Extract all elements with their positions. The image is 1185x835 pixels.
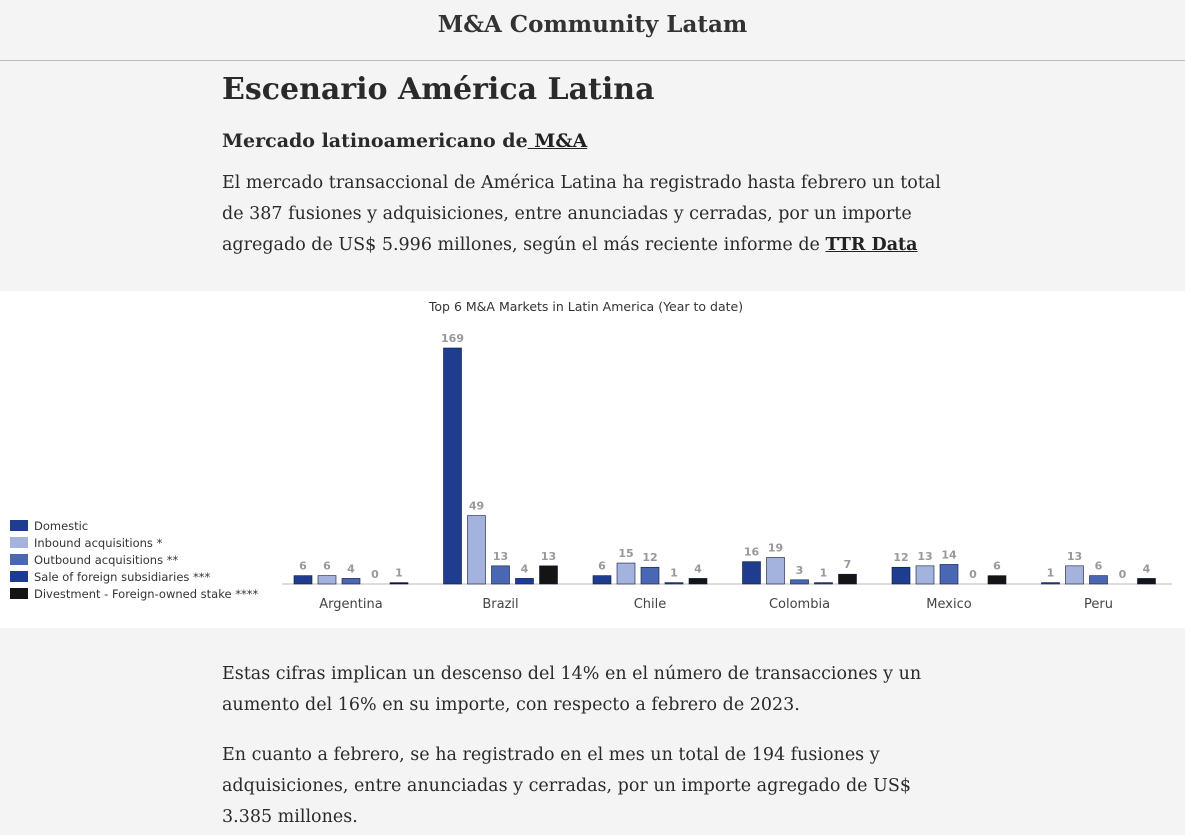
data-label: 6 — [299, 560, 307, 573]
bar — [293, 575, 313, 585]
bar — [939, 564, 959, 585]
site-title[interactable]: M&A Community Latam — [437, 11, 748, 38]
paragraph-3: En cuanto a febrero, se ha registrado en… — [222, 740, 952, 833]
data-label: 14 — [941, 548, 957, 561]
x-tick-label: Brazil — [482, 597, 518, 612]
data-label: 1 — [1047, 567, 1055, 580]
data-label: 0 — [371, 568, 379, 581]
chart-title: Top 6 M&A Markets in Latin America (Year… — [428, 299, 743, 314]
data-label: 12 — [642, 551, 657, 564]
data-label: 6 — [323, 560, 331, 573]
bar — [742, 561, 761, 585]
legend-swatch — [10, 554, 28, 565]
bar — [616, 562, 636, 585]
ttr-data-link[interactable]: TTR Data — [825, 235, 918, 255]
bar — [838, 573, 857, 585]
bar — [317, 575, 337, 585]
data-label: 1 — [670, 567, 678, 580]
ma-link[interactable]: M&A — [527, 130, 588, 152]
data-label: 13 — [541, 550, 556, 563]
bar — [1065, 565, 1084, 585]
data-label: 19 — [768, 541, 783, 554]
x-tick-label: Mexico — [926, 597, 971, 612]
page-title: Escenario América Latina — [222, 72, 655, 107]
data-label: 16 — [744, 546, 760, 559]
section-heading: Mercado latinoamericano de M&A — [222, 130, 587, 152]
data-label: 12 — [893, 551, 908, 564]
bar-chart: Top 6 M&A Markets in Latin America (Year… — [10, 299, 1172, 612]
legend-swatch — [10, 537, 28, 548]
data-label: 1 — [395, 567, 403, 580]
x-tick-label: Chile — [634, 597, 667, 612]
data-label: 4 — [521, 562, 529, 575]
bar — [987, 575, 1007, 585]
legend-swatch — [10, 571, 28, 582]
data-label: 4 — [1143, 562, 1151, 575]
bar — [640, 566, 660, 585]
bar — [790, 579, 809, 585]
data-label: 169 — [441, 332, 464, 345]
paragraph-2: Estas cifras implican un descenso del 14… — [222, 659, 952, 721]
data-label: 3 — [796, 564, 804, 577]
legend-label: Inbound acquisitions * — [34, 536, 163, 550]
data-label: 13 — [493, 550, 508, 563]
bar — [592, 575, 612, 585]
bar — [467, 515, 486, 585]
data-label: 6 — [993, 560, 1001, 573]
bar — [341, 578, 361, 585]
bar — [515, 578, 534, 585]
bar — [1089, 575, 1108, 585]
x-tick-label: Peru — [1084, 597, 1113, 612]
legend-label: Outbound acquisitions ** — [34, 553, 178, 567]
heading-text: Mercado latinoamericano de — [222, 130, 528, 152]
data-label: 6 — [1095, 560, 1103, 573]
legend-label: Sale of foreign subsidiaries *** — [34, 570, 211, 584]
x-tick-label: Argentina — [319, 597, 382, 612]
legend-swatch — [10, 520, 28, 531]
x-tick-label: Colombia — [769, 597, 830, 612]
intro-text: El mercado transaccional de América Lati… — [222, 173, 941, 255]
paragraph-2-text: Estas cifras implican un descenso del 14… — [222, 664, 922, 715]
data-label: 1 — [820, 567, 828, 580]
paragraph-3-text: En cuanto a febrero, se ha registrado en… — [222, 745, 911, 827]
data-label: 0 — [1119, 568, 1127, 581]
bar — [539, 565, 558, 585]
bar — [766, 557, 785, 585]
legend-swatch — [10, 588, 28, 599]
bar — [891, 566, 911, 585]
intro-paragraph: El mercado transaccional de América Lati… — [222, 168, 952, 261]
data-label: 15 — [618, 547, 633, 560]
data-label: 6 — [598, 560, 606, 573]
bar — [664, 582, 684, 585]
bar — [814, 582, 833, 585]
data-label: 4 — [347, 562, 355, 575]
site-header: M&A Community Latam — [0, 0, 1185, 61]
data-label: 49 — [469, 500, 484, 513]
bar — [915, 565, 935, 585]
bar — [1041, 582, 1060, 585]
data-label: 7 — [844, 558, 852, 571]
data-label: 13 — [1067, 550, 1082, 563]
bar — [443, 347, 462, 585]
data-label: 0 — [969, 568, 977, 581]
data-label: 13 — [917, 550, 932, 563]
bar — [1137, 578, 1156, 585]
data-label: 4 — [694, 562, 702, 575]
bar — [491, 565, 510, 585]
legend-label: Divestment - Foreign-owned stake **** — [34, 587, 258, 601]
bar — [389, 582, 409, 585]
bar — [688, 578, 708, 585]
chart-container: Top 6 M&A Markets in Latin America (Year… — [0, 291, 1185, 628]
legend-label: Domestic — [34, 519, 88, 533]
